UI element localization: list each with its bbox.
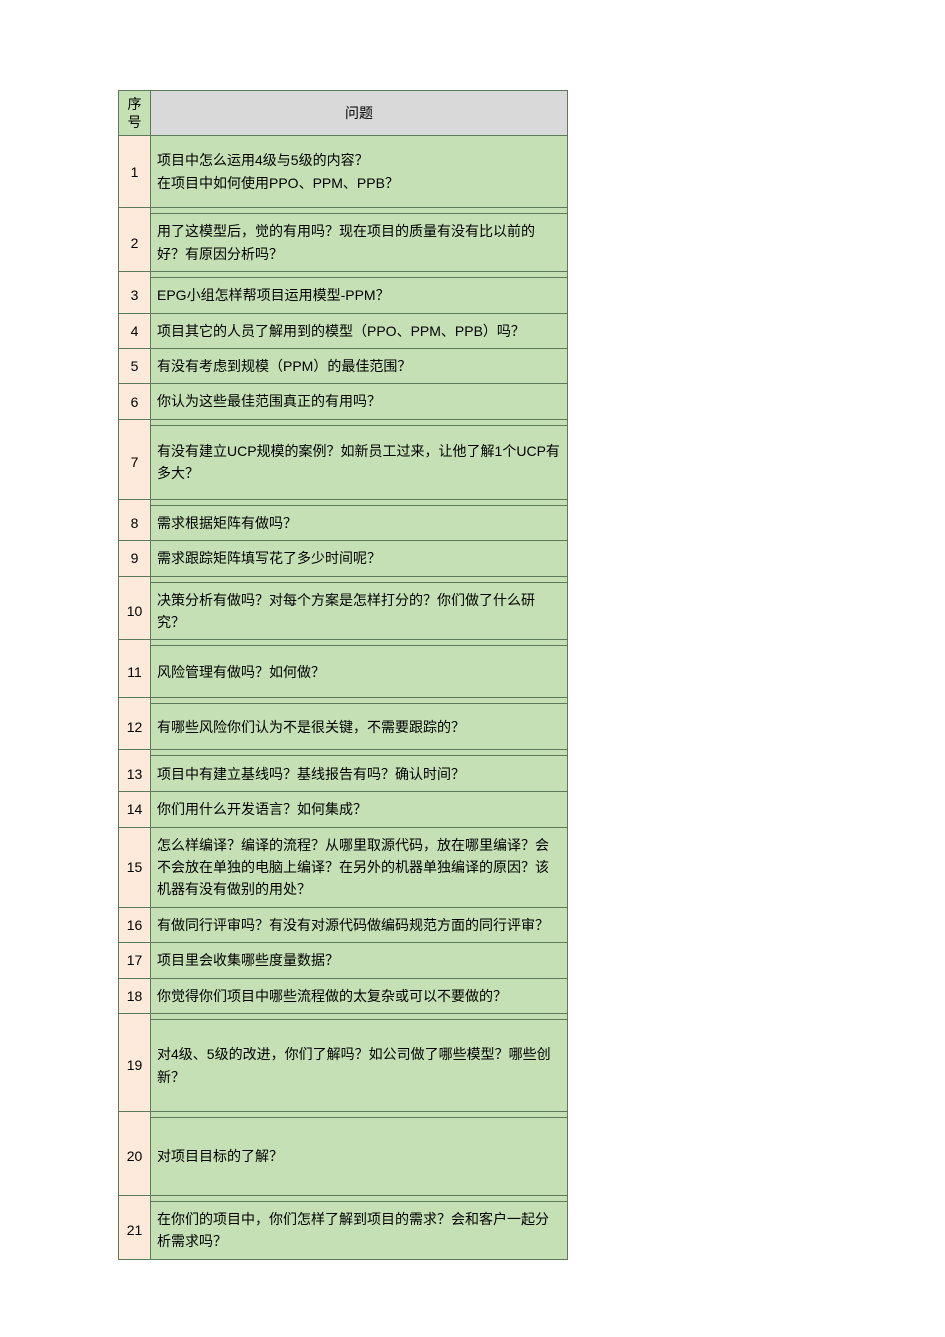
table-row: 8需求根据矩阵有做吗？ — [119, 505, 568, 540]
table-row: 13项目中有建立基线吗？基线报告有吗？确认时间？ — [119, 756, 568, 792]
table-header-row: 序号 问题 — [119, 91, 568, 136]
row-question-cell: 有做同行评审吗？有没有对源代码做编码规范方面的同行评审？ — [151, 907, 568, 942]
row-number-cell: 12 — [119, 704, 151, 750]
header-question: 问题 — [151, 91, 568, 136]
row-number-cell: 13 — [119, 756, 151, 792]
row-question-cell: 项目中怎么运用4级与5级的内容？在项目中如何使用PPO、PPM、PPB？ — [151, 136, 568, 208]
row-number-cell: 19 — [119, 1020, 151, 1112]
row-question-cell: 有没有建立UCP规模的案例？如新员工过来，让他了解1个UCP有多大？ — [151, 425, 568, 499]
row-question-cell: 对项目目标的了解？ — [151, 1118, 568, 1196]
table-row: 17项目里会收集哪些度量数据？ — [119, 943, 568, 978]
row-question-cell: 你觉得你们项目中哪些流程做的太复杂或可以不要做的？ — [151, 978, 568, 1013]
row-number-cell: 6 — [119, 384, 151, 419]
row-question-cell: 需求跟踪矩阵填写花了多少时间呢？ — [151, 541, 568, 576]
table-row: 14你们用什么开发语言？如何集成？ — [119, 792, 568, 827]
table-row: 5有没有考虑到规模（PPM）的最佳范围？ — [119, 348, 568, 383]
row-question-cell: 有没有考虑到规模（PPM）的最佳范围？ — [151, 348, 568, 383]
row-number-cell: 17 — [119, 943, 151, 978]
row-number-cell: 20 — [119, 1118, 151, 1196]
table-row: 2用了这模型后，觉的有用吗？现在项目的质量有没有比以前的好？有原因分析吗？ — [119, 214, 568, 272]
table-row: 6你认为这些最佳范围真正的有用吗？ — [119, 384, 568, 419]
row-number-cell: 15 — [119, 827, 151, 907]
row-question-cell: 项目中有建立基线吗？基线报告有吗？确认时间？ — [151, 756, 568, 792]
row-number-cell: 5 — [119, 348, 151, 383]
row-number-cell: 18 — [119, 978, 151, 1013]
row-number-cell: 2 — [119, 214, 151, 272]
row-question-cell: 项目里会收集哪些度量数据？ — [151, 943, 568, 978]
row-question-cell: 在你们的项目中，你们怎样了解到项目的需求？会和客户一起分析需求吗？ — [151, 1202, 568, 1260]
row-question-cell: 用了这模型后，觉的有用吗？现在项目的质量有没有比以前的好？有原因分析吗？ — [151, 214, 568, 272]
table-row: 10决策分析有做吗？对每个方案是怎样打分的？你们做了什么研究？ — [119, 582, 568, 640]
row-question-cell: 决策分析有做吗？对每个方案是怎样打分的？你们做了什么研究？ — [151, 582, 568, 640]
table-row: 1项目中怎么运用4级与5级的内容？在项目中如何使用PPO、PPM、PPB？ — [119, 136, 568, 208]
row-question-cell: 风险管理有做吗？如何做？ — [151, 646, 568, 698]
row-number-cell: 10 — [119, 582, 151, 640]
question-table: 序号 问题 1项目中怎么运用4级与5级的内容？在项目中如何使用PPO、PPM、P… — [118, 90, 568, 1260]
table-row: 16有做同行评审吗？有没有对源代码做编码规范方面的同行评审？ — [119, 907, 568, 942]
row-number-cell: 3 — [119, 278, 151, 313]
row-number-cell: 11 — [119, 646, 151, 698]
table-body: 1项目中怎么运用4级与5级的内容？在项目中如何使用PPO、PPM、PPB？2用了… — [119, 136, 568, 1259]
row-question-cell: EPG小组怎样帮项目运用模型-PPM？ — [151, 278, 568, 313]
row-question-cell: 你们用什么开发语言？如何集成？ — [151, 792, 568, 827]
table-row: 15怎么样编译？编译的流程？从哪里取源代码，放在哪里编译？会不会放在单独的电脑上… — [119, 827, 568, 907]
table-row: 19对4级、5级的改进，你们了解吗？如公司做了哪些模型？哪些创新？ — [119, 1020, 568, 1112]
row-question-cell: 有哪些风险你们认为不是很关键，不需要跟踪的？ — [151, 704, 568, 750]
row-number-cell: 9 — [119, 541, 151, 576]
row-number-cell: 16 — [119, 907, 151, 942]
table-row: 20对项目目标的了解？ — [119, 1118, 568, 1196]
table-row: 21在你们的项目中，你们怎样了解到项目的需求？会和客户一起分析需求吗？ — [119, 1202, 568, 1260]
row-question-cell: 你认为这些最佳范围真正的有用吗？ — [151, 384, 568, 419]
row-number-cell: 1 — [119, 136, 151, 208]
row-number-cell: 21 — [119, 1202, 151, 1260]
table-row: 12有哪些风险你们认为不是很关键，不需要跟踪的？ — [119, 704, 568, 750]
table-row: 7有没有建立UCP规模的案例？如新员工过来，让他了解1个UCP有多大？ — [119, 425, 568, 499]
header-num: 序号 — [119, 91, 151, 136]
row-question-cell: 怎么样编译？编译的流程？从哪里取源代码，放在哪里编译？会不会放在单独的电脑上编译… — [151, 827, 568, 907]
table-row: 3EPG小组怎样帮项目运用模型-PPM？ — [119, 278, 568, 313]
row-number-cell: 14 — [119, 792, 151, 827]
row-question-cell: 需求根据矩阵有做吗？ — [151, 505, 568, 540]
table-row: 4项目其它的人员了解用到的模型（PPO、PPM、PPB）吗？ — [119, 313, 568, 348]
row-question-cell: 项目其它的人员了解用到的模型（PPO、PPM、PPB）吗？ — [151, 313, 568, 348]
table-row: 11风险管理有做吗？如何做？ — [119, 646, 568, 698]
table-row: 9需求跟踪矩阵填写花了多少时间呢？ — [119, 541, 568, 576]
row-number-cell: 7 — [119, 425, 151, 499]
row-question-cell: 对4级、5级的改进，你们了解吗？如公司做了哪些模型？哪些创新？ — [151, 1020, 568, 1112]
table-row: 18你觉得你们项目中哪些流程做的太复杂或可以不要做的？ — [119, 978, 568, 1013]
row-number-cell: 8 — [119, 505, 151, 540]
row-number-cell: 4 — [119, 313, 151, 348]
